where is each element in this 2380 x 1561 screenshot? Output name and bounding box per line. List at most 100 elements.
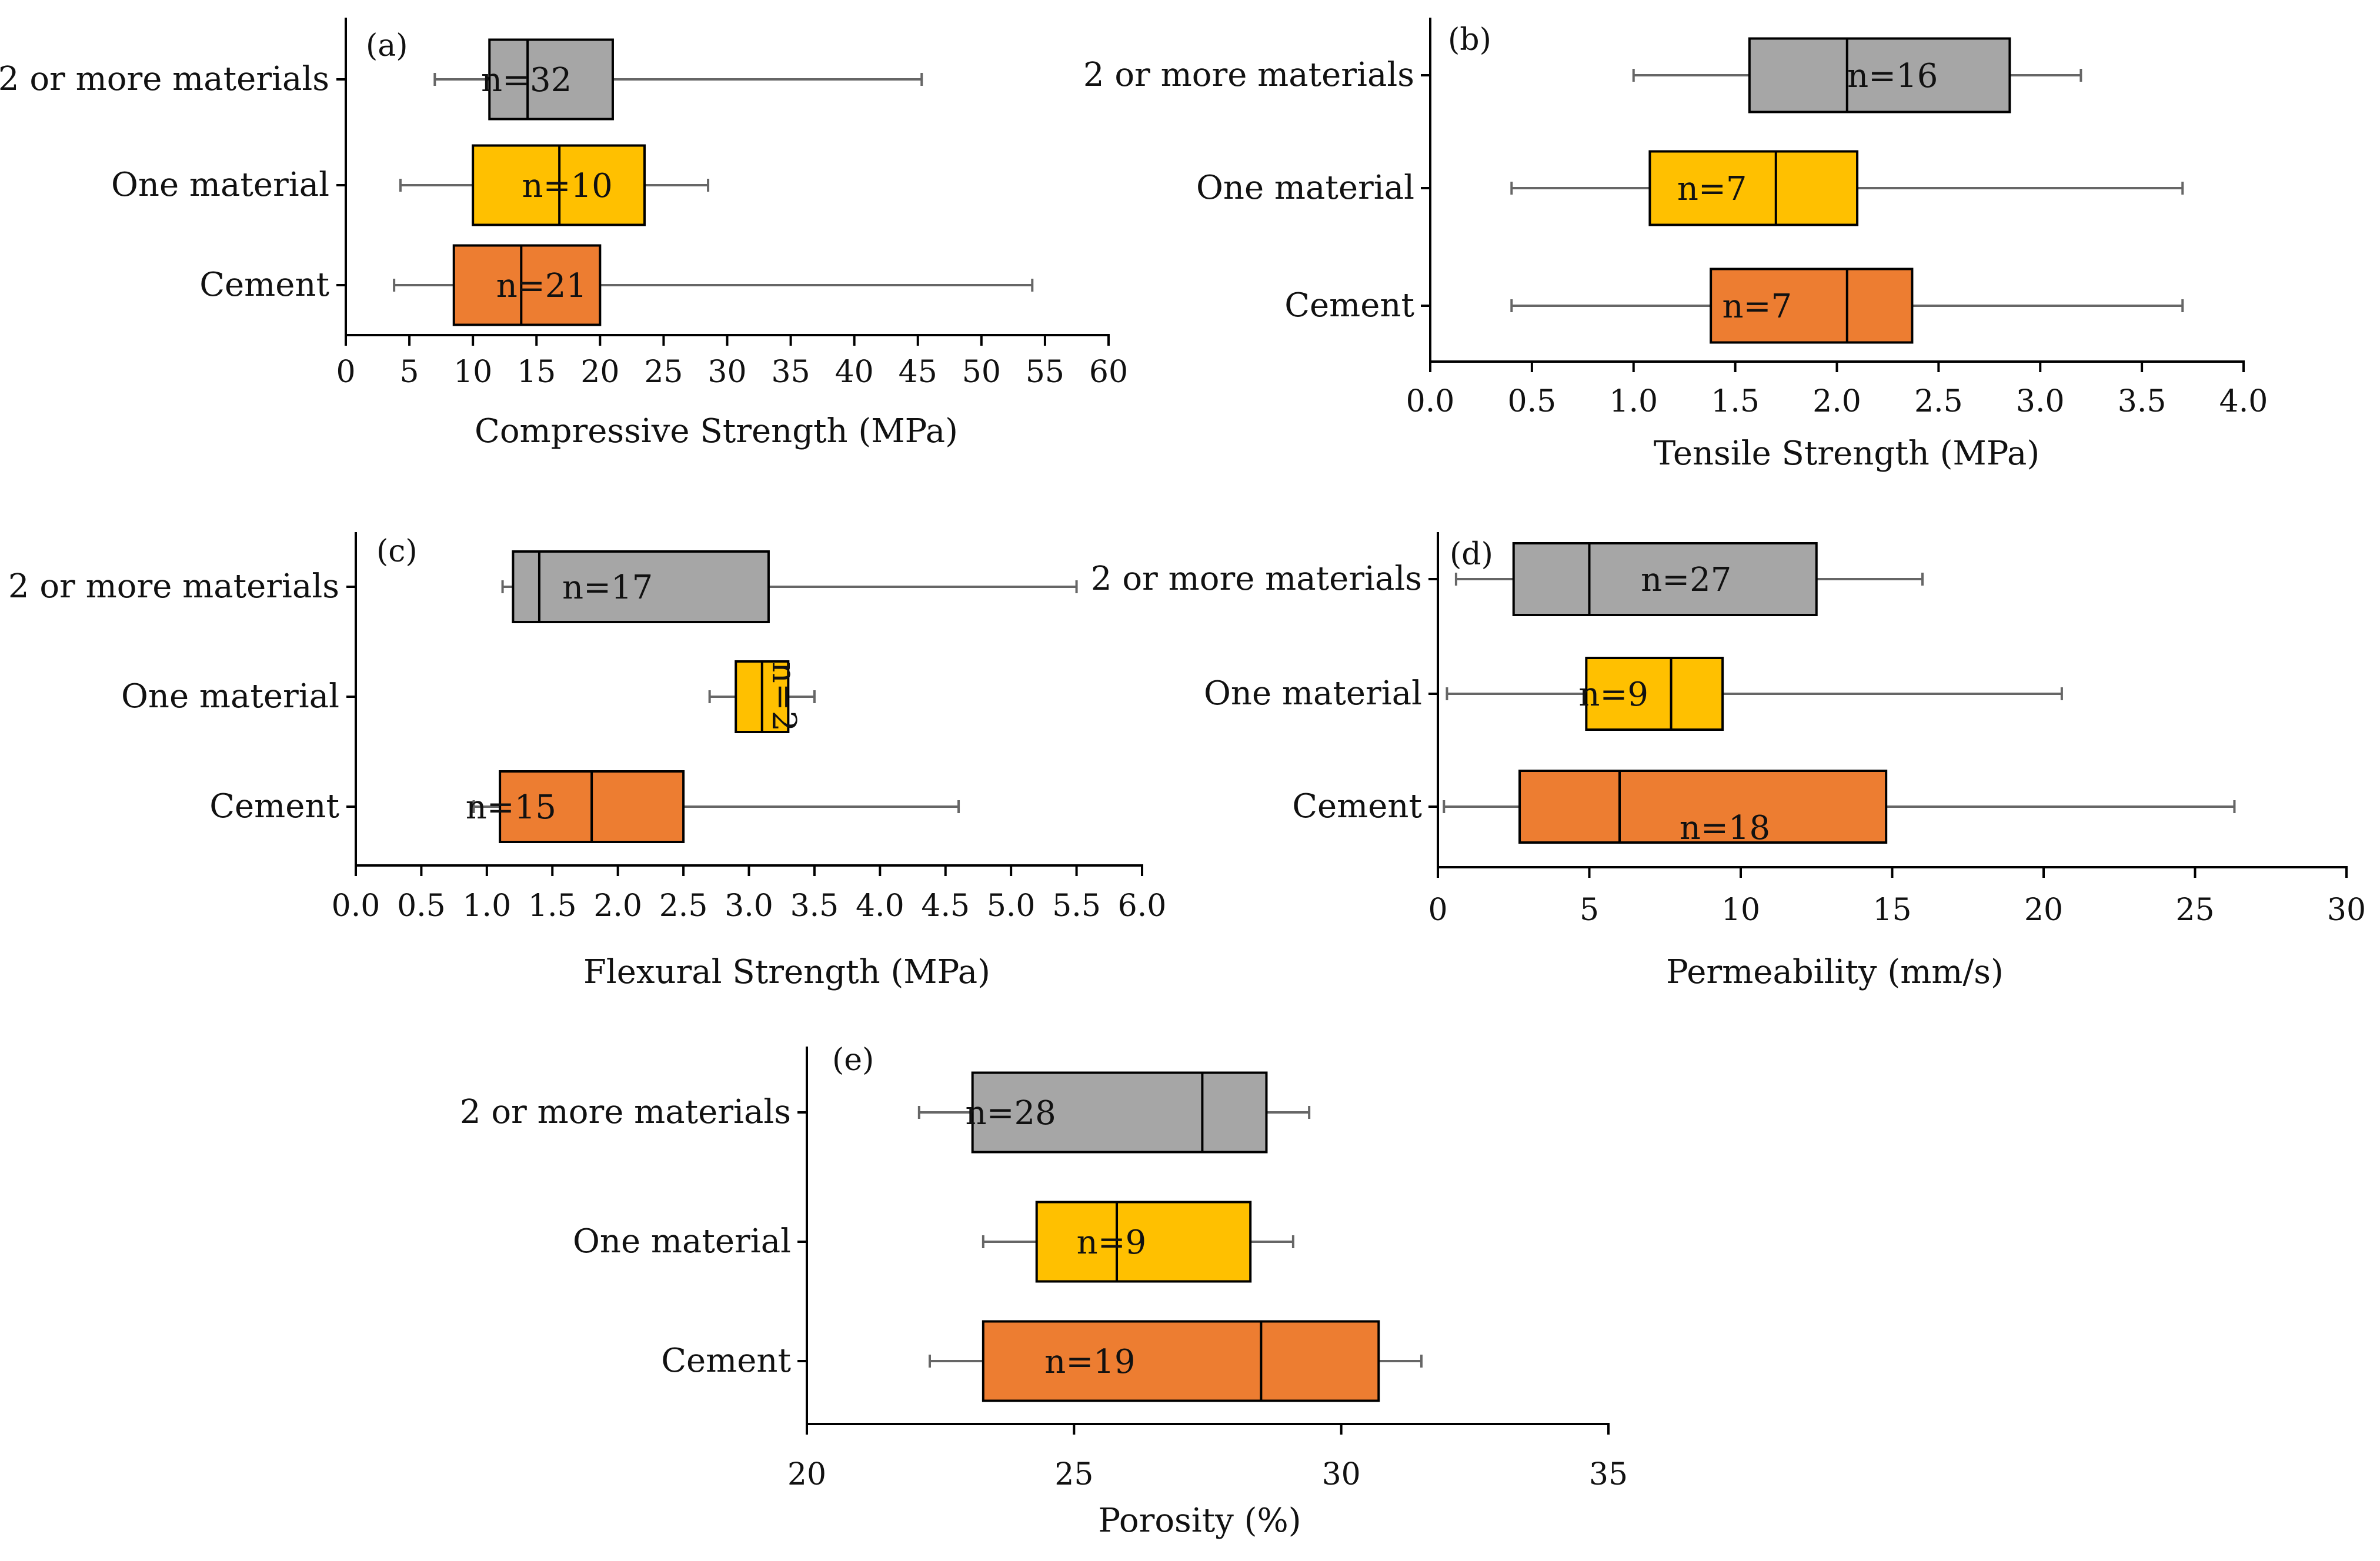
x-tick-label: 0 (1428, 893, 1447, 928)
x-tick-label: 30 (707, 355, 746, 390)
x-tick-label: 4.0 (2219, 384, 2268, 419)
x-tick-label: 0 (336, 355, 355, 390)
x-tick-label: 30 (2327, 893, 2366, 928)
panel-d: 0 5 10 15 20 25 30 Permeability (mm/s) (d) 2 or m… (1091, 532, 2366, 991)
panel-b: 0.0 0.5 1.0 1.5 2.0 2.5 3.0 3.5 4.0 Tensile Stren… (1083, 18, 2268, 473)
n-label-cement: n=18 (1680, 809, 1770, 847)
n-label-cement: n=21 (496, 267, 587, 305)
x-tick-label: 5.5 (1052, 888, 1101, 924)
x-tick-label: 3.5 (2118, 384, 2167, 419)
x-tick-label: 3.0 (2016, 384, 2065, 419)
x-tick-label: 5 (1580, 893, 1599, 928)
x-tick-label: 6.0 (1118, 888, 1167, 924)
panel-a: 0 5 10 15 20 25 30 35 40 45 50 55 60 Compressive Stre… (0, 18, 1128, 450)
box-two-or-more (512, 550, 770, 623)
x-axis-title: Flexural Strength (MPa) (583, 953, 990, 991)
n-label-cement: n=19 (1044, 1343, 1135, 1381)
box-two-or-more (971, 1071, 1268, 1154)
panel-c: 0.0 0.5 1.0 1.5 2.0 2.5 3.0 3.5 4.0 4.5 5.0 5.5 6.0 F… (8, 532, 1166, 991)
panel-label: (d) (1450, 537, 1493, 572)
category-label-one-material: One material (121, 677, 339, 716)
n-label-one-material: n=10 (522, 167, 613, 205)
n-label-two-or-more: n=28 (966, 1094, 1056, 1132)
box-two-or-more (1748, 37, 2011, 113)
panel-label: (c) (376, 534, 418, 569)
category-label-cement: Cement (1284, 286, 1414, 325)
category-label-one-material: One material (111, 166, 329, 204)
x-tick-label: 15 (1872, 893, 1911, 928)
box-two-or-more (488, 38, 614, 121)
x-tick-label: 10 (1721, 893, 1760, 928)
x-tick-label: 35 (771, 355, 810, 390)
x-tick-label: 20 (580, 355, 619, 390)
box-two-or-more (1512, 542, 1818, 616)
category-label-two-or-more: 2 or more materials (8, 567, 339, 606)
x-axis-title: Permeability (mm/s) (1666, 953, 2004, 991)
category-label-two-or-more: 2 or more materials (1083, 56, 1414, 94)
x-tick-label: 50 (962, 355, 1001, 390)
n-label-one-material: n=7 (1677, 170, 1747, 208)
x-tick-label: 25 (2175, 893, 2214, 928)
x-tick-label: 2.5 (659, 888, 708, 924)
category-label-cement: Cement (1292, 787, 1422, 825)
box-cement (1710, 268, 1914, 344)
x-tick-label: 0.0 (332, 888, 380, 924)
category-label-cement: Cement (209, 787, 339, 825)
box-one-material (1648, 150, 1859, 226)
panel-label: (e) (832, 1042, 874, 1078)
panel-e: 20 25 30 35 Porosity (%) (e) 2 or more materia… (460, 1042, 1628, 1540)
x-axis-title: Compressive Strength (MPa) (475, 412, 958, 450)
x-tick-label: 25 (644, 355, 683, 390)
x-tick-label: 3.0 (725, 888, 773, 924)
x-tick-label: 1.5 (1711, 384, 1760, 419)
x-tick-label: 40 (835, 355, 874, 390)
x-tick-label: 1.5 (528, 888, 577, 924)
category-label-two-or-more: 2 or more materials (0, 60, 329, 98)
n-label-two-or-more: n=17 (562, 569, 653, 607)
x-tick-label: 0.5 (1508, 384, 1557, 419)
n-label-one-material: n=2 (765, 662, 803, 732)
x-tick-label: 20 (787, 1457, 826, 1492)
n-label-one-material: n=9 (1077, 1224, 1147, 1262)
category-label-one-material: One material (573, 1222, 791, 1261)
panel-label: (a) (366, 28, 408, 63)
n-label-one-material: n=9 (1578, 676, 1648, 714)
x-tick-label: 0.0 (1406, 384, 1455, 419)
x-tick-label: 2.0 (1812, 384, 1861, 419)
x-tick-label: 3.5 (790, 888, 839, 924)
x-tick-label: 5.0 (987, 888, 1036, 924)
category-label-two-or-more: 2 or more materials (1091, 560, 1422, 598)
n-label-cement: n=15 (466, 788, 556, 827)
x-tick-label: 2.5 (1914, 384, 1963, 419)
n-label-two-or-more: n=32 (481, 61, 572, 99)
x-tick-label: 15 (517, 355, 556, 390)
x-tick-label: 5 (400, 355, 419, 390)
n-label-two-or-more: n=27 (1641, 561, 1731, 599)
box-cement (452, 244, 602, 326)
x-tick-label: 30 (1322, 1457, 1361, 1492)
x-tick-label: 1.0 (462, 888, 511, 924)
category-label-cement: Cement (661, 1342, 791, 1380)
x-tick-label: 45 (899, 355, 937, 390)
x-tick-label: 35 (1589, 1457, 1628, 1492)
x-tick-label: 20 (2024, 893, 2063, 928)
x-tick-label: 25 (1054, 1457, 1093, 1492)
category-label-two-or-more: 2 or more materials (460, 1093, 791, 1131)
x-axis-title: Porosity (%) (1098, 1502, 1301, 1540)
x-tick-label: 1.0 (1609, 384, 1658, 419)
x-tick-label: 4.5 (921, 888, 970, 924)
x-tick-label: 2.0 (593, 888, 642, 924)
x-tick-label: 0.5 (397, 888, 446, 924)
box-cement (1518, 770, 1888, 844)
category-label-one-material: One material (1196, 169, 1414, 207)
box-one-material (1585, 657, 1724, 731)
x-tick-label: 10 (453, 355, 492, 390)
box-cement (982, 1320, 1380, 1402)
category-label-one-material: One material (1204, 674, 1422, 713)
x-axis-title: Tensile Strength (MPa) (1654, 434, 2039, 473)
category-label-cement: Cement (199, 266, 329, 304)
n-label-cement: n=7 (1723, 288, 1792, 326)
x-tick-label: 55 (1026, 355, 1064, 390)
panel-label: (b) (1448, 22, 1491, 58)
